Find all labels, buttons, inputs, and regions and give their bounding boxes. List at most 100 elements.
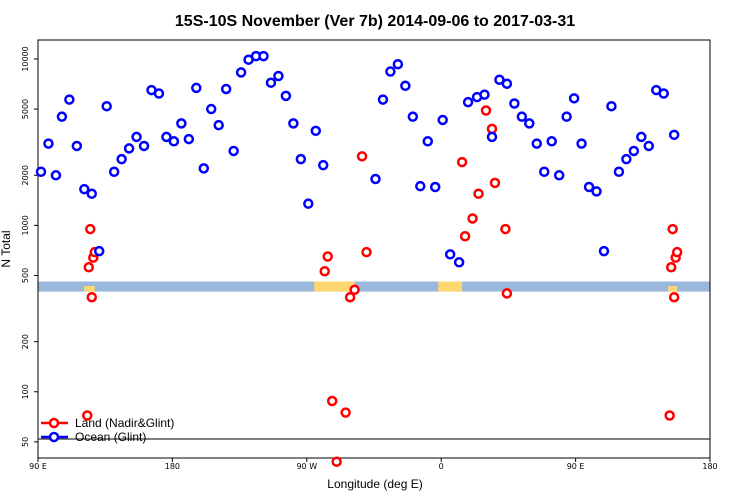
x-tick-label: 90 E <box>29 462 47 471</box>
y-tick-label: 100 <box>21 384 30 399</box>
ocean-point <box>280 90 292 102</box>
land-point <box>473 188 484 199</box>
ocean-point <box>377 94 389 105</box>
ocean-point <box>168 136 180 147</box>
ocean-point <box>191 82 202 94</box>
ocean-point <box>35 166 47 178</box>
land-point <box>501 288 513 299</box>
land-point <box>665 262 677 273</box>
y-tick-label: 1000 <box>21 215 30 235</box>
ocean-point <box>43 138 54 149</box>
ocean-point <box>453 257 465 268</box>
ocean-point <box>303 198 314 209</box>
x-axis: 90 E 180 90 W 0 90 E 180 <box>29 458 718 471</box>
land-point <box>467 213 478 224</box>
land-point <box>489 177 501 189</box>
series-land <box>82 105 683 467</box>
ocean-point <box>205 103 217 115</box>
y-tick-label: 2000 <box>21 165 30 185</box>
x-tick-label: 0 <box>439 462 444 471</box>
ocean-point <box>516 111 528 122</box>
land-point <box>85 223 96 235</box>
ocean-point <box>509 98 520 109</box>
ocean-point <box>288 118 299 129</box>
y-tick-label: 500 <box>21 268 30 283</box>
ocean-point <box>658 88 669 99</box>
ocean-point <box>583 181 595 193</box>
legend-item-land: Land (Nadir&Glint) <box>41 416 174 430</box>
ocean-point <box>479 89 490 100</box>
ocean-point <box>138 140 150 152</box>
ocean-point <box>116 153 127 165</box>
x-tick-label: 90 E <box>567 462 585 471</box>
ocean-point <box>606 100 617 112</box>
land-point <box>326 395 338 407</box>
ocean-point <box>265 77 277 88</box>
ocean-point <box>643 140 655 152</box>
land-point <box>668 291 680 303</box>
ocean-point <box>407 111 419 122</box>
y-tick-label: 50 <box>21 437 30 447</box>
ocean-point <box>561 111 572 122</box>
land-point <box>480 105 492 116</box>
x-tick-label: 90 W <box>296 462 317 471</box>
y-tick-label: 5000 <box>21 99 30 119</box>
ocean-point <box>50 170 62 181</box>
x-tick-label: 180 <box>165 462 180 471</box>
ocean-point <box>576 138 587 149</box>
band-ocean <box>38 281 710 292</box>
land-point <box>456 156 468 168</box>
ocean-point <box>258 50 269 62</box>
ocean-point <box>568 93 580 104</box>
ocean-point <box>64 94 75 105</box>
scatter-points <box>35 50 683 467</box>
ocean-point <box>108 166 120 178</box>
ocean-point <box>176 118 187 129</box>
x-tick-label: 180 <box>702 462 717 471</box>
plot-frame <box>37 39 711 459</box>
ocean-point <box>86 188 98 199</box>
land-point <box>459 231 471 242</box>
ocean-point <box>317 159 329 171</box>
ocean-point <box>415 180 426 192</box>
land-point <box>83 262 95 273</box>
ocean-point <box>392 58 404 70</box>
ocean-point <box>161 131 172 143</box>
ocean-point <box>636 131 647 143</box>
ocean-point <box>628 145 640 157</box>
ocean-point <box>93 245 105 257</box>
ocean-point <box>553 170 565 181</box>
legend: Land (Nadir&Glint) Ocean (Glint) <box>41 416 174 444</box>
band-land-segment <box>314 281 355 292</box>
band-land-segment <box>668 286 678 292</box>
legend-marker-ocean <box>48 431 60 443</box>
ocean-point <box>494 74 505 86</box>
ocean-point <box>422 136 434 147</box>
ocean-point <box>444 249 456 260</box>
band-land-segment <box>84 286 95 292</box>
ocean-point <box>531 138 543 149</box>
ocean-point <box>501 78 513 89</box>
ocean-point <box>538 166 550 178</box>
chart-title: 15S-10S November (Ver 7b) 2014-09-06 to … <box>175 13 575 30</box>
ocean-point <box>123 143 135 154</box>
land-point <box>667 223 678 235</box>
ocean-point <box>462 96 474 108</box>
land-point <box>340 407 351 418</box>
legend-label-ocean: Ocean (Glint) <box>75 430 146 444</box>
land-point <box>356 151 368 162</box>
series-ocean <box>35 50 680 268</box>
ocean-point <box>546 136 557 147</box>
ocean-point <box>486 131 498 143</box>
ocean-point <box>71 140 83 152</box>
y-tick-label: 10000 <box>21 46 30 71</box>
ocean-point <box>220 83 232 95</box>
land-point <box>671 246 683 258</box>
ocean-point <box>235 67 247 78</box>
ocean-point <box>429 181 441 193</box>
y-axis: 50 100 200 500 1000 2000 5000 10000 <box>21 46 38 447</box>
y-tick-label: 200 <box>21 334 30 349</box>
ocean-point <box>131 131 142 143</box>
